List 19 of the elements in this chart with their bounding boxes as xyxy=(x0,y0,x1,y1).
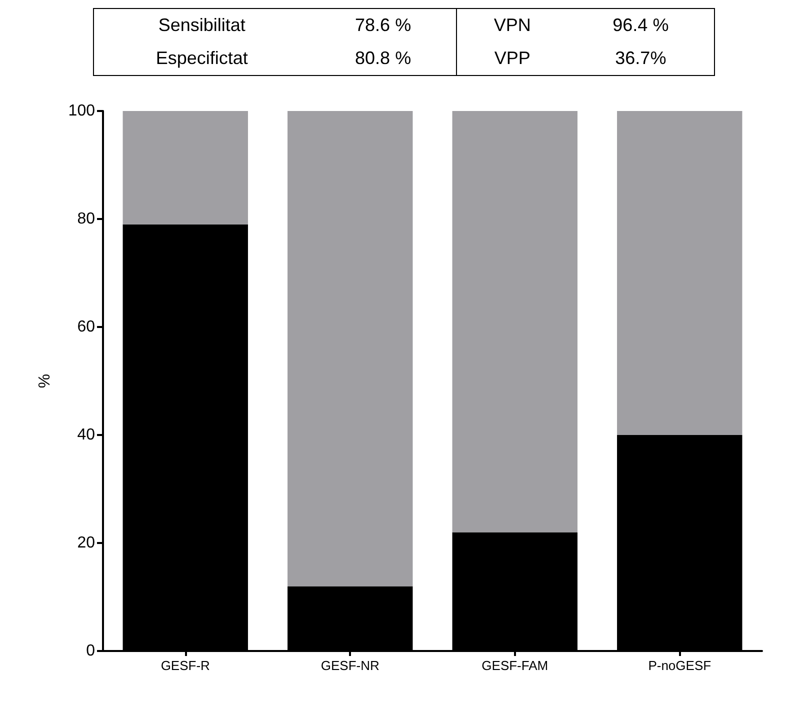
y-tick-label: 20 xyxy=(77,534,96,552)
x-tick-label: GESF-FAM xyxy=(482,658,548,673)
text: VPN xyxy=(456,8,568,42)
text: Especifictat xyxy=(94,42,310,76)
x-tick-label: GESF-R xyxy=(160,658,210,673)
y-tick-label: 80 xyxy=(77,210,96,228)
text: 78.6 % xyxy=(354,14,412,37)
y-axis-title: % xyxy=(36,374,54,388)
text: 36.7% xyxy=(567,42,714,76)
y-tick-label: 60 xyxy=(77,318,96,336)
text: VPP xyxy=(456,42,568,76)
y-tick-label: 40 xyxy=(77,426,96,444)
x-tick-label: GESF-NR xyxy=(320,658,380,673)
text: Sensibilitat xyxy=(94,8,310,42)
y-tick-label: 0 xyxy=(86,642,96,660)
y-tick-label: 100 xyxy=(68,102,96,120)
text: 80.8 % xyxy=(354,47,412,70)
text: 96.4 % xyxy=(567,8,714,42)
x-tick-label: P-noGESF xyxy=(648,658,712,673)
